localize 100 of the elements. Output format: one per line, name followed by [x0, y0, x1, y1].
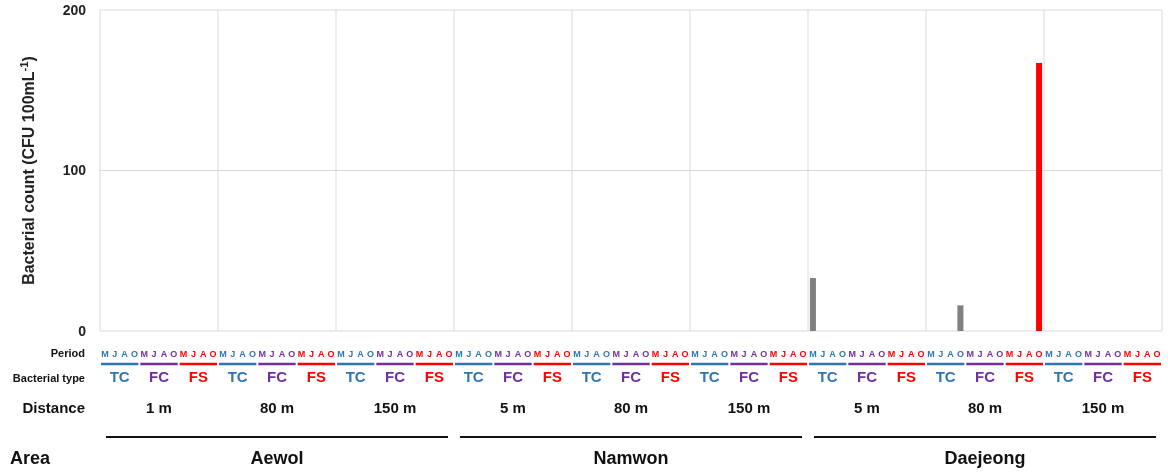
text: Daejeong [944, 448, 1026, 468]
x-tick-label: A [554, 349, 561, 359]
text: FC [267, 368, 288, 385]
x-tick-label: J [662, 349, 668, 359]
x-tick-label: M [651, 349, 660, 359]
x-tick-label: J [1095, 349, 1101, 359]
x-tick-label: M [415, 349, 424, 359]
x-tick-label: O [642, 349, 650, 359]
x-tick-label: M [297, 349, 306, 359]
x-tick-label: M [1005, 349, 1014, 359]
x-tick-label: M [573, 349, 581, 359]
x-tick-label: O [209, 349, 217, 359]
x-tick-label: A [278, 349, 286, 359]
x-tick-label: O [445, 349, 453, 359]
text: 5 m [854, 399, 880, 416]
text: 80 m [967, 399, 1003, 416]
x-tick-label: J [1134, 349, 1140, 359]
x-tick-label: M [140, 349, 148, 359]
x-tick-label: M [376, 349, 384, 359]
x-tick-label: A [160, 349, 168, 359]
y-tick-label: 100 [62, 162, 87, 179]
x-tick-label: J [269, 349, 275, 359]
x-tick-label: O [956, 349, 964, 359]
x-tick-label: M [1045, 349, 1053, 359]
text: 1 m [146, 399, 172, 416]
x-tick-label: O [524, 349, 532, 359]
x-tick-label: A [357, 349, 365, 359]
x-tick-label: J [741, 349, 747, 359]
x-tick-label: J [505, 349, 511, 359]
x-tick-label: A [790, 349, 797, 359]
x-tick-label: A [711, 349, 719, 359]
text: 5 m [500, 399, 526, 416]
x-tick-label: A [200, 349, 207, 359]
x-tick-label: M [1123, 349, 1132, 359]
text: TC [935, 368, 956, 385]
x-tick-label: M [769, 349, 778, 359]
text: FS [542, 368, 562, 385]
x-tick-label: J [623, 349, 629, 359]
x-tick-label: O [366, 349, 374, 359]
x-tick-label: O [1074, 349, 1082, 359]
x-tick-label: A [947, 349, 955, 359]
x-tick-label: J [151, 349, 157, 359]
x-tick-label: O [327, 349, 335, 359]
x-tick-label: J [820, 349, 826, 359]
text: FS [1132, 368, 1152, 385]
text: Namwon [593, 448, 669, 468]
x-tick-label: O [248, 349, 256, 359]
text: FS [424, 368, 444, 385]
x-tick-label: A [121, 349, 129, 359]
x-tick-label: O [878, 349, 886, 359]
x-tick-label: J [190, 349, 196, 359]
text: FS [188, 368, 208, 385]
text: 150 m [373, 399, 417, 416]
text: FC [857, 368, 878, 385]
x-tick-label: J [584, 349, 590, 359]
x-tick-label: O [760, 349, 768, 359]
x-tick-label: J [544, 349, 550, 359]
x-tick-label: A [908, 349, 915, 359]
text: FC [621, 368, 642, 385]
x-tick-label: O [917, 349, 925, 359]
y-tick-label: 200 [62, 1, 87, 18]
x-tick-label: M [927, 349, 935, 359]
x-tick-label: O [1153, 349, 1161, 359]
text: 150 m [727, 399, 771, 416]
x-tick-label: O [1114, 349, 1122, 359]
text: 80 m [613, 399, 649, 416]
x-tick-label: A [593, 349, 601, 359]
bar [957, 305, 964, 331]
text: FS [778, 368, 798, 385]
x-tick-label: A [514, 349, 522, 359]
x-tick-label: M [612, 349, 620, 359]
x-tick-label: O [602, 349, 610, 359]
x-tick-label: M [455, 349, 463, 359]
x-tick-label: J [938, 349, 944, 359]
text: TC [463, 368, 484, 385]
x-tick-label: A [750, 349, 758, 359]
x-tick-label: M [533, 349, 542, 359]
x-tick-label: O [996, 349, 1004, 359]
x-tick-label: A [318, 349, 325, 359]
x-tick-label: A [239, 349, 247, 359]
x-tick-label: J [898, 349, 904, 359]
x-tick-label: A [396, 349, 404, 359]
x-tick-label: J [780, 349, 786, 359]
x-tick-label: O [170, 349, 178, 359]
x-tick-label: A [672, 349, 679, 359]
x-tick-label: J [426, 349, 432, 359]
x-tick-label: J [977, 349, 983, 359]
x-tick-label: J [348, 349, 354, 359]
text: 150 m [1081, 399, 1125, 416]
text: TC [581, 368, 602, 385]
x-tick-label: O [406, 349, 414, 359]
x-tick-label: M [101, 349, 109, 359]
text: Distance [22, 399, 85, 416]
y-tick-label: 0 [78, 322, 87, 339]
x-tick-label: J [1016, 349, 1022, 359]
x-tick-label: A [436, 349, 443, 359]
text: FS [306, 368, 326, 385]
x-tick-label: A [1144, 349, 1151, 359]
x-tick-label: J [230, 349, 236, 359]
x-tick-label: J [466, 349, 472, 359]
